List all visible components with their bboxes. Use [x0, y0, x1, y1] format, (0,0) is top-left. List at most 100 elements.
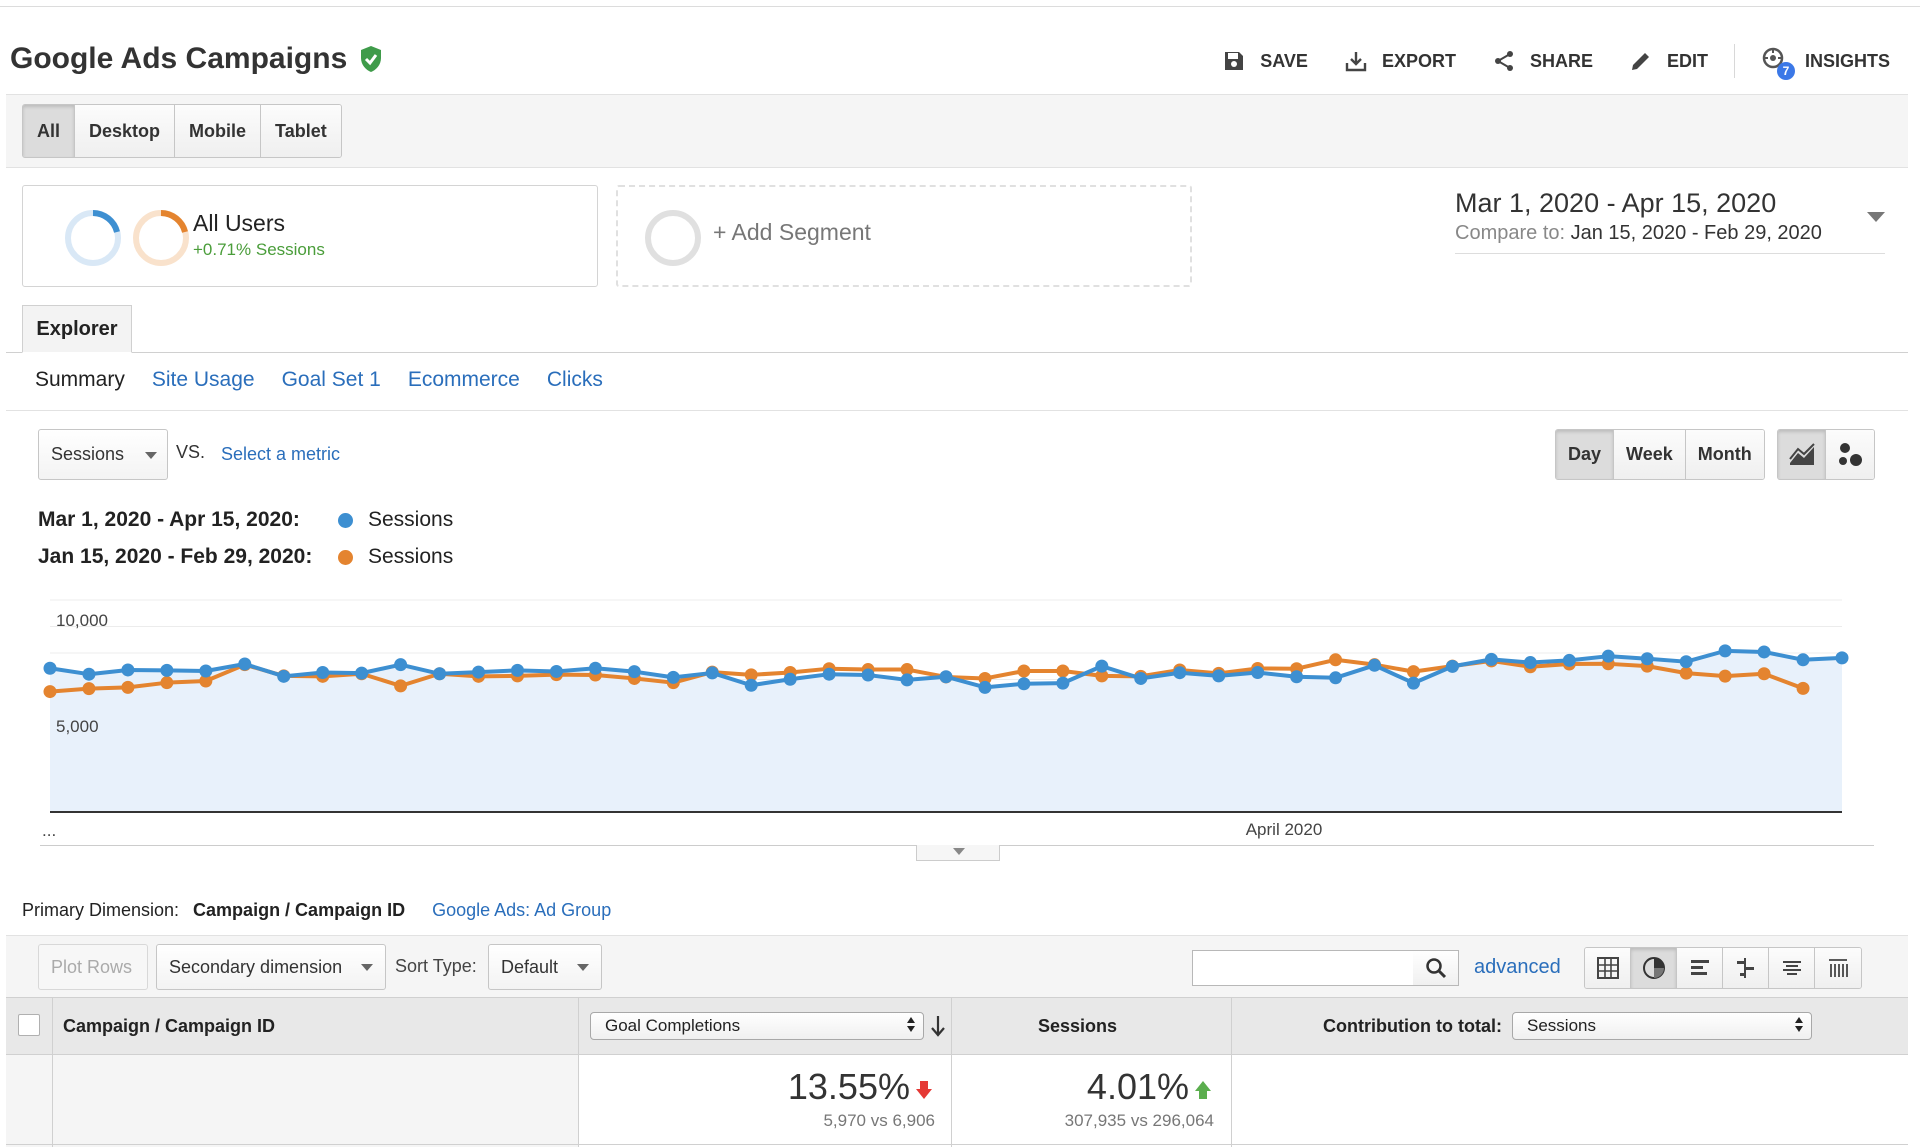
- data-point-current: [588, 661, 602, 675]
- legend-label-previous: Sessions: [368, 545, 454, 568]
- data-point-current: [1368, 658, 1382, 672]
- data-point-previous: [978, 671, 992, 685]
- secondary-dimension-dropdown[interactable]: Secondary dimension: [156, 944, 386, 990]
- period-month-button[interactable]: Month: [1685, 430, 1764, 479]
- data-point-current: [238, 657, 252, 671]
- data-point-previous: [43, 685, 57, 699]
- primary-dimension-label: Primary Dimension:: [22, 900, 180, 920]
- data-point-current: [121, 663, 135, 677]
- primary-dimension-active[interactable]: Campaign / Campaign ID: [193, 900, 406, 920]
- select-all-checkbox[interactable]: [18, 1014, 40, 1036]
- subtab-clicks[interactable]: Clicks: [546, 368, 603, 391]
- insights-button[interactable]: 7 INSIGHTS: [1761, 46, 1890, 80]
- insights-label: INSIGHTS: [1804, 50, 1890, 71]
- data-point-previous: [1329, 653, 1343, 667]
- subtab-goal-set-1[interactable]: Goal Set 1: [281, 368, 381, 391]
- device-mobile-button[interactable]: Mobile: [175, 105, 262, 157]
- data-point-current: [822, 667, 836, 681]
- data-point-current: [705, 666, 719, 680]
- term-cloud-icon: [1782, 961, 1801, 975]
- view-comparison-button[interactable]: [1631, 948, 1677, 988]
- collapse-chart-toggle[interactable]: [916, 845, 1000, 861]
- add-segment-button[interactable]: + Add Segment: [616, 185, 1192, 287]
- series-area-current: [50, 650, 1842, 812]
- data-point-current: [861, 668, 875, 682]
- metric-dropdown[interactable]: Sessions: [38, 429, 168, 480]
- data-point-current: [1406, 676, 1420, 690]
- add-segment-label: + Add Segment: [713, 219, 871, 245]
- tab-explorer[interactable]: Explorer: [22, 305, 132, 353]
- edit-label: EDIT: [1666, 50, 1708, 71]
- subtab-site-usage[interactable]: Site Usage: [151, 368, 255, 391]
- column-divider: [578, 997, 579, 1147]
- period-week-button[interactable]: Week: [1614, 430, 1686, 479]
- data-point-current: [783, 672, 797, 686]
- data-point-previous: [1017, 664, 1031, 678]
- sort-descending-icon[interactable]: [930, 1014, 946, 1038]
- search-icon: [1425, 958, 1446, 979]
- primary-dimension-ad-group[interactable]: Google Ads: Ad Group: [432, 900, 612, 920]
- subtab-ecommerce[interactable]: Ecommerce: [407, 368, 520, 391]
- search-button[interactable]: [1413, 950, 1459, 986]
- data-point-previous: [744, 668, 758, 682]
- view-performance-button[interactable]: [1677, 948, 1723, 988]
- segment-all-users[interactable]: All Users +0.71% Sessions: [22, 185, 598, 287]
- metric-selected: Sessions: [51, 444, 125, 464]
- y-tick-label: 10,000: [56, 611, 108, 630]
- advanced-filter-link[interactable]: advanced: [1474, 956, 1561, 978]
- data-point-current: [160, 663, 174, 677]
- view-delta-button[interactable]: [1723, 948, 1769, 988]
- data-point-current: [433, 667, 447, 681]
- data-point-current: [1640, 652, 1654, 666]
- sort-type-dropdown[interactable]: Default: [488, 944, 602, 990]
- segment-name: All Users: [193, 210, 286, 236]
- device-filter-group: All Desktop Mobile Tablet: [22, 104, 342, 158]
- view-pivot-button[interactable]: [1815, 948, 1861, 988]
- device-desktop-button[interactable]: Desktop: [75, 105, 176, 157]
- data-point-previous: [199, 674, 213, 688]
- data-point-current: [1017, 677, 1031, 691]
- primary-dimension: Primary Dimension: Campaign / Campaign I…: [22, 900, 611, 921]
- goal-metric-select[interactable]: Goal Completions: [590, 1012, 924, 1040]
- line-chart-button[interactable]: [1778, 430, 1826, 479]
- contribution-metric-select[interactable]: Sessions: [1512, 1012, 1812, 1040]
- legend-dot-previous: [338, 549, 353, 565]
- view-term-cloud-button[interactable]: [1769, 948, 1815, 988]
- data-point-current: [900, 673, 914, 687]
- data-point-previous: [1406, 665, 1420, 679]
- motion-chart-button[interactable]: [1826, 430, 1874, 479]
- chevron-down-icon: [953, 848, 965, 855]
- data-point-current: [939, 670, 953, 684]
- period-day-button[interactable]: Day: [1556, 430, 1615, 479]
- data-point-current: [1173, 666, 1187, 680]
- data-point-previous: [394, 679, 408, 693]
- data-point-current: [1251, 666, 1265, 680]
- view-data-button[interactable]: [1585, 948, 1631, 988]
- plot-rows-button[interactable]: Plot Rows: [38, 944, 148, 990]
- period-toggle: Day Week Month: [1555, 429, 1765, 480]
- data-point-previous: [1679, 666, 1693, 680]
- arrow-down-icon: [916, 1081, 932, 1099]
- date-range-picker[interactable]: Mar 1, 2020 - Apr 15, 2020 Compare to: J…: [1455, 188, 1885, 254]
- column-campaign[interactable]: Campaign / Campaign ID: [63, 1016, 276, 1036]
- data-point-current: [627, 665, 641, 679]
- data-point-current: [1796, 653, 1810, 667]
- data-point-previous: [1757, 667, 1771, 681]
- share-button[interactable]: SHARE: [1492, 49, 1593, 73]
- data-point-previous: [160, 676, 174, 690]
- column-sessions[interactable]: Sessions: [1038, 1016, 1118, 1036]
- export-button[interactable]: EXPORT: [1344, 49, 1456, 73]
- save-button[interactable]: SAVE: [1222, 49, 1308, 73]
- sessions-line-chart[interactable]: 10,000 5,000... April 2020: [0, 580, 1920, 860]
- data-point-current: [1134, 671, 1148, 685]
- device-tablet-button[interactable]: Tablet: [261, 105, 341, 157]
- table-search-input[interactable]: [1192, 950, 1414, 986]
- subtab-summary[interactable]: Summary: [35, 368, 125, 391]
- data-point-current: [978, 680, 992, 694]
- device-all-button[interactable]: All: [23, 105, 76, 157]
- select-metric-link[interactable]: Select a metric: [221, 444, 341, 464]
- edit-button[interactable]: EDIT: [1629, 49, 1708, 73]
- arrow-up-icon: [1195, 1081, 1211, 1099]
- data-point-current: [316, 666, 330, 680]
- sessions-detail: 307,935 vs 296,064: [1064, 1111, 1214, 1130]
